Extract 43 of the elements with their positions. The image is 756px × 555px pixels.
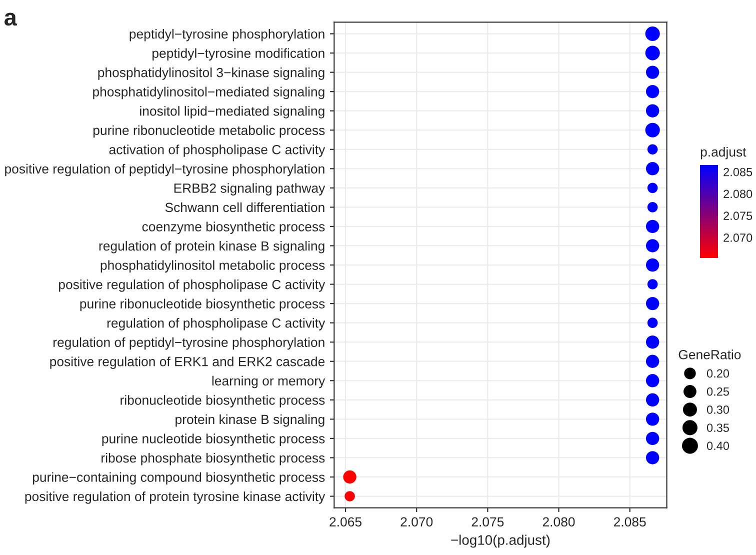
y-tick-label: purine ribonucleotide metabolic process [93, 125, 325, 138]
y-tick-label: peptidyl−tyrosine phosphorylation [130, 28, 324, 42]
y-tick-label: positive regulation of ERK1 and ERK2 cascade [50, 356, 325, 369]
y-tick-label: positive regulation of peptidyl−tyrosine phosphorylation [5, 164, 324, 176]
y-tick-label: regulation of peptidyl−tyrosine phosphorylation [54, 337, 324, 350]
legend-label: 0.30 [706, 405, 730, 414]
y-tick-label: phosphatidylinositol−mediated signaling [93, 86, 324, 100]
y-tick-label: Schwann cell differentiation [165, 202, 324, 212]
y-tick-label: phosphatidylinositol 3−kinase signaling [98, 68, 324, 80]
y-tick-label: coenzyme biosynthetic process [142, 222, 325, 234]
x-tick-label: 2.075 [472, 517, 504, 527]
legend-label: 0.25 [706, 387, 729, 396]
y-tick-label: purine ribonucleotide biosynthetic process [80, 298, 325, 312]
legend-label: 0.20 [706, 369, 730, 378]
y-tick-label: activation of phospholipase C activity [109, 144, 326, 157]
y-tick-label: phosphatidylinositol metabolic process [100, 260, 325, 273]
y-tick-label: peptidyl−tyrosine modification [152, 48, 324, 61]
y-tick-label: positive regulation of phospholipase C activity [59, 280, 326, 292]
y-tick-label: inositol lipid−mediated signaling [140, 106, 324, 118]
x-tick-label: 2.070 [400, 517, 433, 527]
x-tick-label: 2.085 [614, 517, 646, 527]
legend-title: GeneRatio [678, 350, 741, 360]
y-tick-label: ribonucleotide biosynthetic process [120, 395, 325, 408]
y-tick-label: positive regulation of protein tyrosine kinase activity [25, 491, 326, 504]
color-bar-label: 2.080 [724, 190, 752, 198]
y-tick-label: purine nucleotide biosynthetic process [102, 434, 325, 446]
x-tick-label: 2.080 [542, 517, 575, 527]
color-bar-label: 2.075 [724, 212, 752, 220]
legend-label: 0.40 [706, 442, 730, 450]
y-tick-label: regulation of protein kinase B signaling [99, 240, 324, 254]
y-tick-label: ERBB2 signaling pathway [174, 183, 326, 196]
text: a [4, 12, 18, 26]
y-tick-label: regulation of phospholipase C activity [107, 318, 326, 330]
legend-label: 0.35 [706, 424, 729, 432]
y-tick-label: purine−containing compound biosynthetic process [32, 472, 325, 485]
color-bar-label: 2.070 [724, 234, 752, 242]
y-tick-label: protein kinase B signaling [176, 414, 324, 427]
color-bar-title: p.adjust [700, 146, 746, 160]
x-axis-title: −log10(p.adjust) [451, 534, 550, 548]
x-tick-label: 2.065 [330, 517, 362, 527]
color-bar-label: 2.085 [724, 168, 752, 176]
y-tick-label: ribose phosphate biosynthetic process [102, 452, 325, 466]
y-tick-label: learning or memory [212, 376, 326, 388]
